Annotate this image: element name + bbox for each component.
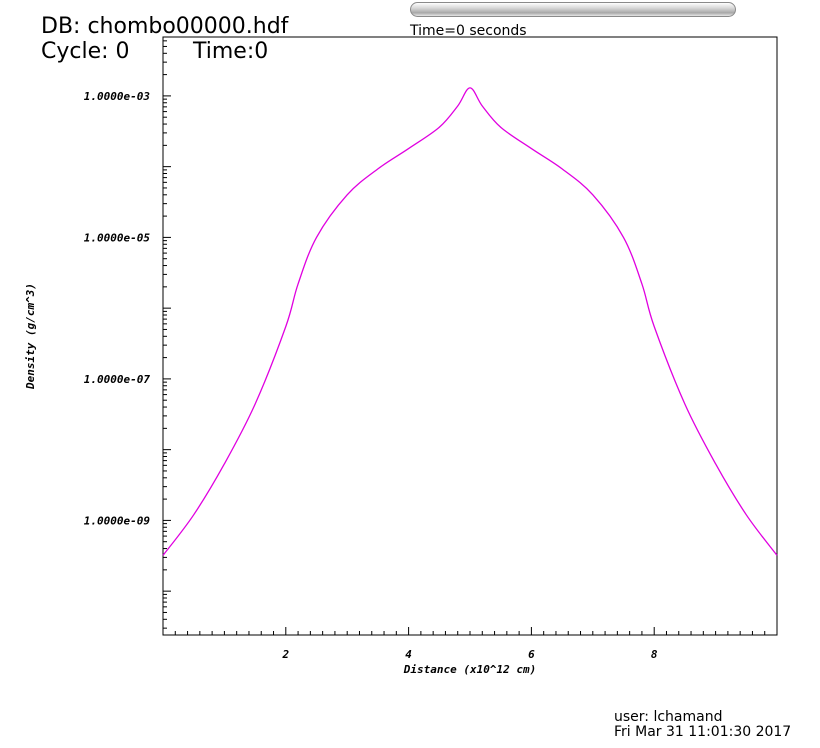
x-tick-label: 2 <box>281 648 289 661</box>
x-axis-label: Distance (x10^12 cm) <box>403 663 536 676</box>
database-label: DB: chombo00000.hdf <box>41 14 289 39</box>
x-tick-labels: 2 4 6 8 <box>281 648 657 661</box>
cycle-label: Cycle: 0 <box>41 39 130 64</box>
user-label: user: lchamand <box>614 709 723 725</box>
time-label: Time:0 <box>193 39 269 64</box>
y-axis-ticks <box>163 40 171 629</box>
y-tick-labels: 1.0000e-03 1.0000e-05 1.0000e-07 1.0000e-09 <box>84 90 151 527</box>
y-tick-label: 1.0000e-09 <box>84 514 151 527</box>
x-tick-label: 8 <box>651 648 658 661</box>
x-tick-label: 6 <box>528 648 535 661</box>
x-tick-label: 4 <box>405 648 412 661</box>
date-label: Fri Mar 31 11:01:30 2017 <box>614 724 792 740</box>
y-tick-label: 1.0000e-03 <box>84 90 151 103</box>
time-slider-caption: Time=0 seconds <box>410 23 527 39</box>
y-tick-label: 1.0000e-07 <box>84 373 151 386</box>
y-tick-label: 1.0000e-05 <box>84 231 151 244</box>
x-axis-ticks <box>174 627 766 635</box>
density-curve <box>162 87 778 556</box>
y-axis-label: Density (g/cm^3) <box>24 283 37 390</box>
plot-frame <box>162 36 778 636</box>
time-slider[interactable] <box>410 2 736 17</box>
